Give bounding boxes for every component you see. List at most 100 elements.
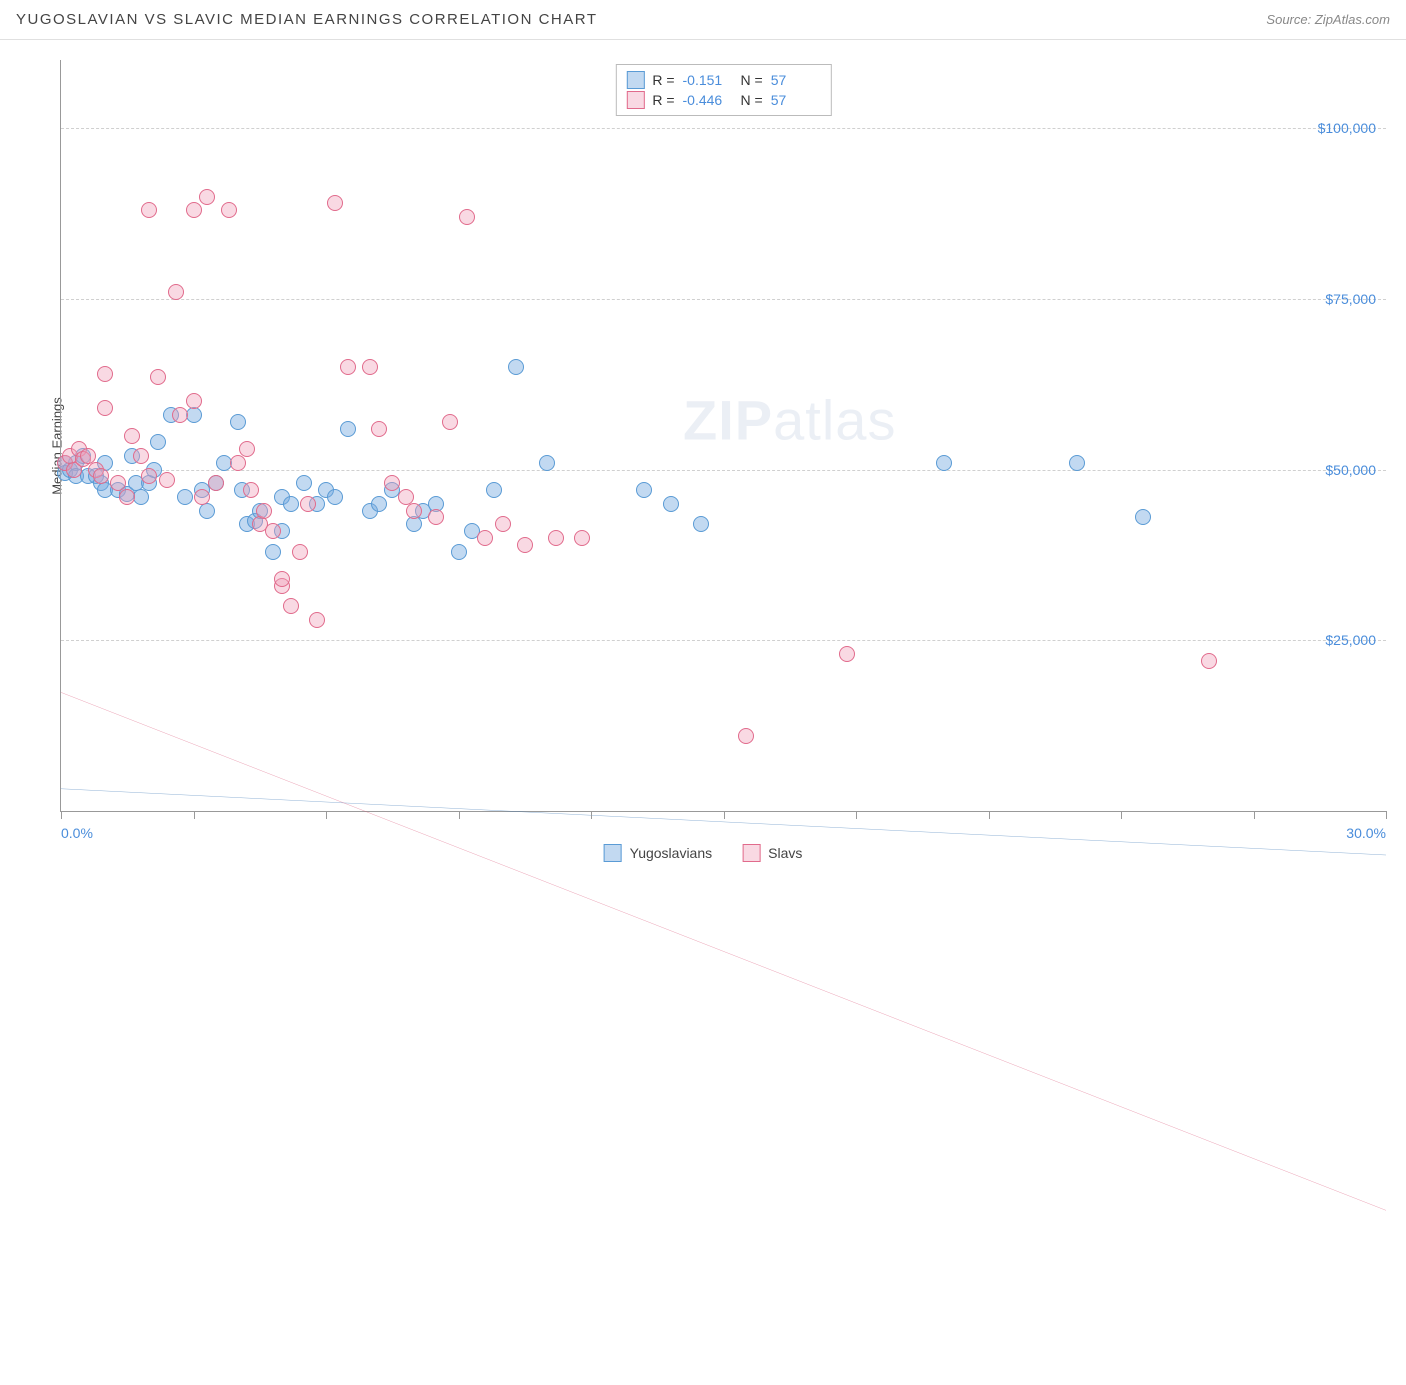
data-point xyxy=(119,489,135,505)
data-point xyxy=(221,202,237,218)
data-point xyxy=(141,468,157,484)
data-point xyxy=(442,414,458,430)
data-point xyxy=(274,523,290,539)
data-point xyxy=(548,530,564,546)
data-point xyxy=(172,407,188,423)
stats-row: R =-0.446N =57 xyxy=(626,91,820,109)
data-point xyxy=(936,455,952,471)
x-tick xyxy=(1254,811,1255,819)
data-point xyxy=(371,496,387,512)
data-point xyxy=(150,434,166,450)
data-point xyxy=(340,421,356,437)
data-point xyxy=(384,482,400,498)
data-point xyxy=(208,475,224,491)
data-point xyxy=(57,465,73,481)
data-point xyxy=(239,516,255,532)
source-credit: Source: ZipAtlas.com xyxy=(1266,12,1390,27)
x-tick-max: 30.0% xyxy=(1346,825,1386,841)
r-value: -0.446 xyxy=(683,92,733,108)
chart-title: YUGOSLAVIAN VS SLAVIC MEDIAN EARNINGS CO… xyxy=(16,11,598,28)
data-point xyxy=(159,472,175,488)
data-point xyxy=(141,202,157,218)
x-tick xyxy=(856,811,857,819)
data-point xyxy=(62,448,78,464)
data-point xyxy=(839,646,855,662)
data-point xyxy=(234,482,250,498)
r-label: R = xyxy=(652,72,674,88)
data-point xyxy=(539,455,555,471)
data-point xyxy=(68,455,84,471)
data-point xyxy=(477,530,493,546)
data-point xyxy=(124,428,140,444)
data-point xyxy=(88,468,104,484)
data-point xyxy=(256,503,272,519)
data-point xyxy=(199,189,215,205)
data-point xyxy=(199,503,215,519)
plot-area: ZIPatlas R =-0.151N =57R =-0.446N =57 0.… xyxy=(60,60,1386,812)
data-point xyxy=(265,523,281,539)
data-point xyxy=(163,407,179,423)
data-point xyxy=(57,455,73,471)
data-point xyxy=(738,728,754,744)
data-point xyxy=(406,516,422,532)
data-point xyxy=(119,486,135,502)
data-point xyxy=(486,482,502,498)
data-point xyxy=(508,359,524,375)
legend-swatch xyxy=(626,91,644,109)
data-point xyxy=(239,441,255,457)
trend-lines xyxy=(61,60,1386,1385)
data-point xyxy=(428,496,444,512)
data-point xyxy=(216,455,232,471)
data-point xyxy=(415,503,431,519)
data-point xyxy=(80,448,96,464)
data-point xyxy=(451,544,467,560)
data-point xyxy=(283,598,299,614)
data-point xyxy=(97,482,113,498)
data-point xyxy=(292,544,308,560)
x-tick xyxy=(1386,811,1387,819)
gridline xyxy=(61,299,1386,300)
data-point xyxy=(309,496,325,512)
n-value: 57 xyxy=(771,72,821,88)
data-point xyxy=(1201,653,1217,669)
r-label: R = xyxy=(652,92,674,108)
legend-label: Slavs xyxy=(768,845,802,861)
x-tick xyxy=(1121,811,1122,819)
data-point xyxy=(110,482,126,498)
data-point xyxy=(495,516,511,532)
data-point xyxy=(97,400,113,416)
data-point xyxy=(283,496,299,512)
legend-swatch xyxy=(626,71,644,89)
data-point xyxy=(300,496,316,512)
data-point xyxy=(194,489,210,505)
data-point xyxy=(133,448,149,464)
series-legend: Yugoslavians Slavs xyxy=(604,844,803,862)
data-point xyxy=(194,482,210,498)
r-value: -0.151 xyxy=(683,72,733,88)
stats-legend: R =-0.151N =57R =-0.446N =57 xyxy=(615,64,831,116)
chart-container: YUGOSLAVIAN VS SLAVIC MEDIAN EARNINGS CO… xyxy=(0,0,1406,892)
legend-label: Yugoslavians xyxy=(630,845,713,861)
data-point xyxy=(274,489,290,505)
data-point xyxy=(97,455,113,471)
data-point xyxy=(97,366,113,382)
x-tick xyxy=(591,811,592,819)
y-tick-label: $75,000 xyxy=(1325,291,1376,307)
data-point xyxy=(75,451,91,467)
n-value: 57 xyxy=(771,92,821,108)
data-point xyxy=(252,503,268,519)
data-point xyxy=(318,482,334,498)
data-point xyxy=(133,489,149,505)
data-point xyxy=(362,503,378,519)
data-point xyxy=(186,393,202,409)
data-point xyxy=(93,475,109,491)
x-tick xyxy=(61,811,62,819)
data-point xyxy=(384,475,400,491)
data-point xyxy=(243,482,259,498)
data-point xyxy=(230,414,246,430)
x-tick xyxy=(194,811,195,819)
data-point xyxy=(398,489,414,505)
data-point xyxy=(517,537,533,553)
gridline xyxy=(61,640,1386,641)
x-tick xyxy=(724,811,725,819)
